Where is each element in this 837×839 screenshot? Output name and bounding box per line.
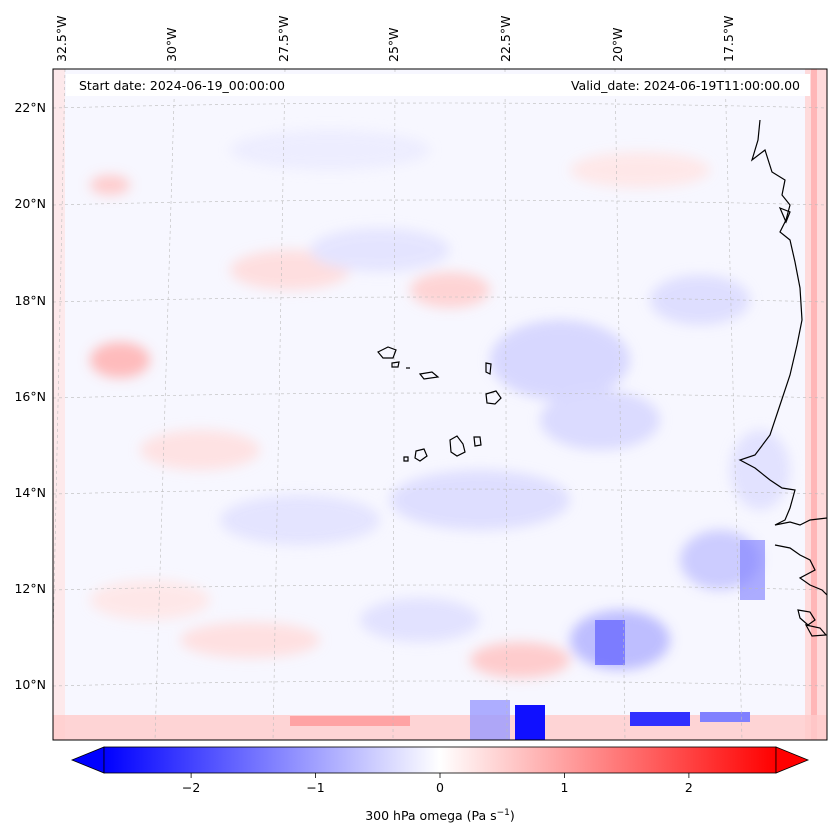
start-date-label: Start date: 2024-06-19_00:00:00	[79, 78, 285, 93]
lat-label: 10°N	[14, 677, 46, 692]
longitude-labels: 32.5°W 30°W 27.5°W 25°W 22.5°W 20°W 17.5…	[54, 16, 736, 62]
latitude-labels: 22°N 20°N 18°N 16°N 14°N 12°N 10°N	[14, 100, 46, 692]
lon-label: 32.5°W	[54, 16, 69, 62]
lat-label: 12°N	[14, 581, 46, 596]
header-bar	[66, 74, 810, 96]
lon-label: 27.5°W	[276, 16, 291, 62]
lon-label: 17.5°W	[721, 16, 736, 62]
lon-label: 20°W	[610, 27, 625, 62]
guinea-coastline	[774, 544, 827, 596]
colorbar: −2 −1 0 1 2 300 hPa omega (Pa s−1)	[70, 746, 810, 823]
lat-label: 22°N	[14, 100, 46, 115]
colorbar-label-end: )	[510, 808, 515, 823]
colorbar-extend-max	[775, 746, 810, 774]
omega-field	[53, 69, 827, 740]
colorbar-label-main: 300 hPa omega (Pa s	[365, 808, 496, 823]
colorbar-label: 300 hPa omega (Pa s−1)	[365, 808, 515, 823]
colorbar-gradient	[103, 746, 777, 774]
colorbar-ticks: −2 −1 0 1 2	[182, 773, 693, 795]
lat-label: 14°N	[14, 485, 46, 500]
valid-date-label: Valid_date: 2024-06-19T11:00:00.00	[571, 78, 800, 93]
colorbar-extend-min	[70, 746, 105, 774]
colorbar-tick-label: 0	[436, 780, 444, 795]
coastlines	[738, 119, 827, 637]
lat-label: 16°N	[14, 389, 46, 404]
cape-verde-islands	[377, 346, 502, 462]
map-frame	[52, 68, 828, 741]
colorbar-tick-label: −1	[306, 780, 324, 795]
lon-label: 25°W	[386, 27, 401, 62]
colorbar-label-sup: −1	[497, 808, 510, 818]
lon-label: 22.5°W	[498, 16, 513, 62]
colorbar-tick-label: 2	[685, 780, 693, 795]
colorbar-tick-label: 1	[560, 780, 568, 795]
lat-label: 18°N	[14, 293, 46, 308]
map-panel: Start date: 2024-06-19_00:00:00 Valid_da…	[52, 68, 828, 741]
african-coastline	[738, 119, 827, 526]
colorbar-tick-label: −2	[182, 780, 200, 795]
lon-label: 30°W	[164, 27, 179, 62]
lat-label: 20°N	[14, 196, 46, 211]
